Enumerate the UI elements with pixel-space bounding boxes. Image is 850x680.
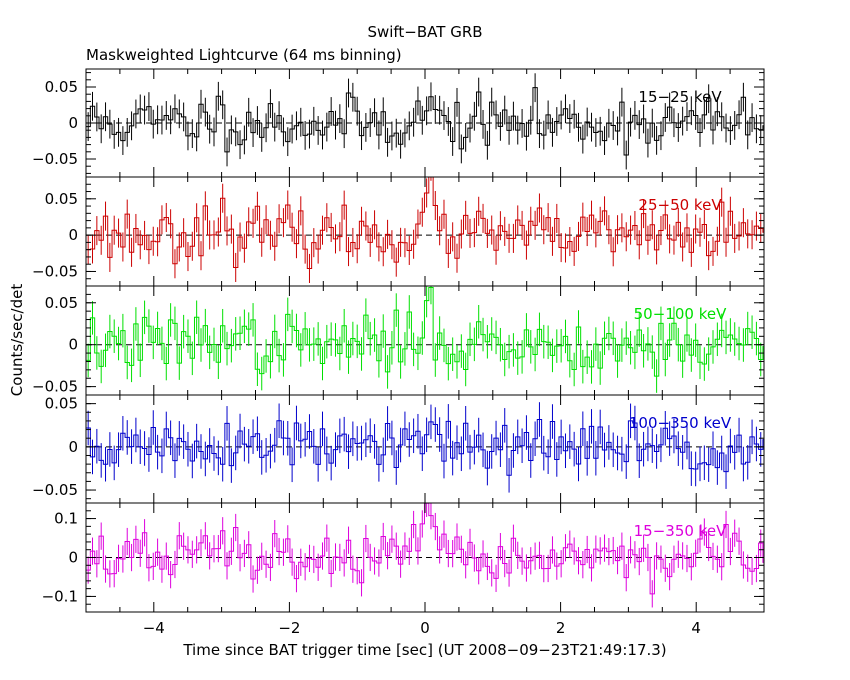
y-tick-label: −0.05 bbox=[32, 150, 78, 168]
panel-0: −0.05 0 0.05 15−25 keV bbox=[32, 68, 765, 178]
y-tick-label: −0.05 bbox=[32, 378, 78, 396]
x-tick-label: −2 bbox=[278, 619, 300, 637]
panel-2: −0.05 0 0.05 50−100 keV bbox=[32, 285, 765, 396]
y-tick-label: 0.05 bbox=[45, 294, 78, 312]
panel-3: −0.05 0 0.05 100−350 keV bbox=[32, 394, 765, 504]
y-tick-label: 0 bbox=[68, 336, 78, 354]
y-tick-label: 0 bbox=[68, 226, 78, 244]
series-3 bbox=[86, 402, 764, 493]
lightcurve-step bbox=[86, 87, 764, 156]
lightcurve-step bbox=[86, 287, 764, 377]
band-label: 50−100 keV bbox=[634, 305, 727, 323]
x-tick-label: 0 bbox=[420, 619, 430, 637]
y-tick-label: −0.05 bbox=[32, 481, 78, 499]
lightcurve-step bbox=[86, 177, 764, 269]
y-axis-title: Counts/sec/det bbox=[8, 284, 26, 397]
band-label: 15−350 keV bbox=[634, 522, 727, 540]
series-4 bbox=[86, 503, 764, 608]
band-label: 15−25 keV bbox=[638, 88, 722, 106]
series-1 bbox=[86, 177, 764, 283]
x-tick-label: 4 bbox=[691, 619, 701, 637]
chart-title: Swift−BAT GRB bbox=[367, 23, 482, 41]
x-axis-title: Time since BAT trigger time [sec] (UT 20… bbox=[182, 641, 666, 659]
y-tick-label: 0.05 bbox=[45, 395, 78, 413]
y-tick-label: 0.1 bbox=[54, 510, 78, 528]
x-tick-label: −4 bbox=[143, 619, 165, 637]
panel-1: −0.05 0 0.05 25−50 keV bbox=[32, 176, 765, 287]
panel-4: −0.1 0 0.1 15−350 keV bbox=[42, 502, 765, 613]
band-label: 25−50 keV bbox=[638, 196, 722, 214]
band-label: 100−350 keV bbox=[629, 414, 732, 432]
series-0 bbox=[86, 73, 764, 170]
lightcurve-step bbox=[86, 418, 764, 476]
y-tick-label: 0.05 bbox=[45, 190, 78, 208]
y-tick-label: −0.1 bbox=[42, 587, 78, 605]
y-tick-label: −0.05 bbox=[32, 262, 78, 280]
chart-subtitle: Maskweighted Lightcurve (64 ms binning) bbox=[86, 46, 402, 64]
y-tick-label: 0 bbox=[68, 114, 78, 132]
y-tick-label: 0.05 bbox=[45, 78, 78, 96]
x-tick-label: 2 bbox=[556, 619, 566, 637]
y-tick-label: 0 bbox=[68, 549, 78, 567]
y-tick-label: 0 bbox=[68, 438, 78, 456]
series-2 bbox=[86, 286, 764, 393]
